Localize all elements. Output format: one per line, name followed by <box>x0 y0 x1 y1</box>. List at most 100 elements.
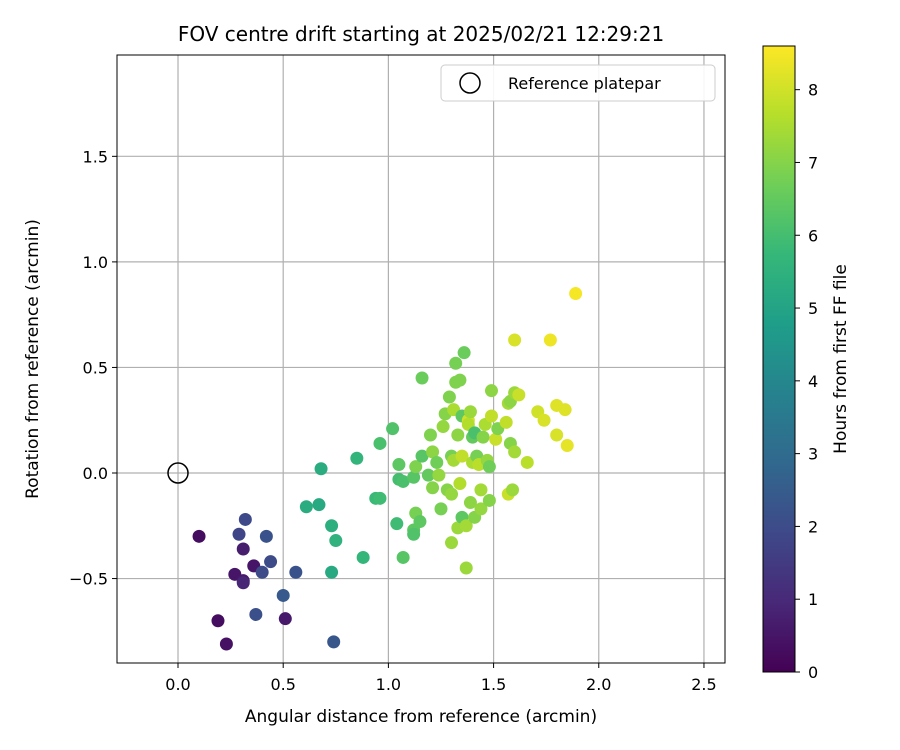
data-point <box>474 483 488 497</box>
data-point <box>415 371 429 385</box>
data-point <box>329 534 343 548</box>
data-point <box>453 373 467 387</box>
data-point <box>484 409 498 423</box>
data-point <box>537 413 551 427</box>
reference-point <box>167 462 189 484</box>
data-point <box>392 458 406 472</box>
data-point <box>259 529 273 543</box>
data-point <box>407 527 421 541</box>
colorbar-tick-label: 0 <box>808 663 818 682</box>
data-point <box>520 455 534 469</box>
colorbar-ticks: 0 1 2 3 4 5 6 7 8 <box>795 81 818 682</box>
data-point <box>409 460 423 474</box>
data-point <box>484 384 498 398</box>
data-point <box>430 455 444 469</box>
data-point <box>436 420 450 434</box>
reference-marker <box>167 462 189 484</box>
data-point <box>373 491 387 505</box>
data-point <box>264 555 278 569</box>
data-point <box>453 477 467 491</box>
y-tick-label: 1.5 <box>83 147 108 166</box>
data-point <box>463 496 477 510</box>
colorbar-tick-label: 3 <box>808 445 818 464</box>
data-point <box>278 612 292 626</box>
data-point <box>445 487 459 501</box>
data-point <box>508 333 522 347</box>
x-tick-label: 0.5 <box>270 675 295 694</box>
data-point <box>238 512 252 526</box>
data-point <box>396 474 410 488</box>
data-point <box>325 565 339 579</box>
data-point <box>396 550 410 564</box>
data-point <box>423 428 437 442</box>
legend-box <box>440 64 716 102</box>
colorbar-tick-label: 4 <box>808 372 818 391</box>
colorbar-tick-label: 2 <box>808 517 818 536</box>
data-point <box>558 403 572 417</box>
data-point <box>356 550 370 564</box>
data-point <box>459 519 473 533</box>
data-point <box>299 500 313 514</box>
data-point <box>327 635 341 649</box>
legend-label-reference: Reference platepar <box>508 74 661 93</box>
data-point <box>457 346 471 360</box>
data-point <box>445 536 459 550</box>
grid-lines <box>117 55 725 663</box>
data-point <box>434 502 448 516</box>
data-point <box>550 428 564 442</box>
data-point <box>314 462 328 476</box>
data-point <box>449 356 463 370</box>
y-tick-label: 0.5 <box>83 358 108 377</box>
legend-marker-reference <box>459 72 481 94</box>
data-point <box>232 527 246 541</box>
data-point <box>350 451 364 465</box>
data-point <box>455 449 469 463</box>
data-point <box>325 519 339 533</box>
data-point <box>543 333 557 347</box>
data-point <box>390 517 404 531</box>
y-tick-label: −0.5 <box>69 570 108 589</box>
data-point <box>211 614 225 628</box>
data-point <box>192 529 206 543</box>
data-point <box>569 287 583 301</box>
data-point <box>249 607 263 621</box>
data-point <box>508 445 522 459</box>
y-axis-ticks: −0.5 0.0 0.5 1.0 1.5 <box>69 147 117 589</box>
data-point <box>236 576 250 590</box>
data-point <box>474 502 488 516</box>
colorbar-label: Hours from first FF file <box>831 264 851 454</box>
data-point <box>426 445 440 459</box>
data-point <box>407 470 421 484</box>
data-point <box>463 405 477 419</box>
x-tick-label: 0.0 <box>165 675 190 694</box>
x-tick-label: 1.0 <box>376 675 401 694</box>
x-tick-label: 2.0 <box>586 675 611 694</box>
x-axis-label: Angular distance from reference (arcmin) <box>245 707 597 727</box>
data-point <box>482 493 496 507</box>
data-points <box>192 287 583 651</box>
data-point <box>255 565 269 579</box>
x-axis-ticks: 0.0 0.5 1.0 1.5 2.0 2.5 <box>165 663 717 694</box>
data-point <box>512 388 526 402</box>
y-axis-label: Rotation from reference (arcmin) <box>23 219 43 499</box>
data-point <box>236 542 250 556</box>
x-tick-label: 1.5 <box>481 675 506 694</box>
y-tick-label: 0.0 <box>83 464 108 483</box>
colorbar-tick-label: 7 <box>808 153 818 172</box>
data-point <box>289 565 303 579</box>
data-point <box>432 468 446 482</box>
data-point <box>426 481 440 495</box>
data-point <box>413 515 427 529</box>
data-point <box>219 637 233 651</box>
data-point <box>499 415 513 429</box>
data-point <box>386 422 400 436</box>
plot-frame <box>116 54 726 664</box>
legend: Reference platepar <box>440 64 716 102</box>
data-point <box>421 468 435 482</box>
data-point <box>415 449 429 463</box>
data-point <box>312 498 326 512</box>
colorbar-tick-label: 6 <box>808 226 818 245</box>
colorbar-tick-label: 1 <box>808 590 818 609</box>
chart-title: FOV centre drift starting at 2025/02/21 … <box>178 22 664 46</box>
y-tick-label: 1.0 <box>83 253 108 272</box>
